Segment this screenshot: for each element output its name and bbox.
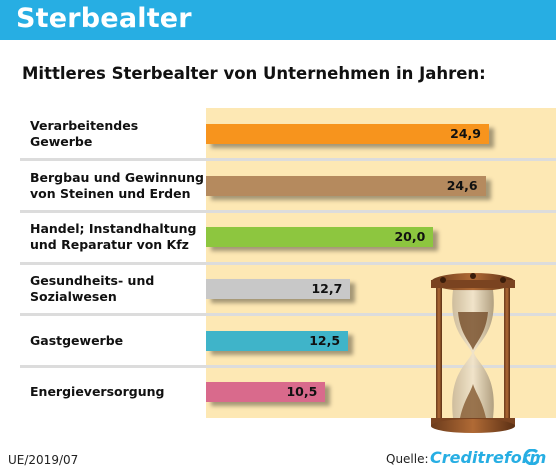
bar: 12,5	[206, 330, 349, 351]
category-label-line: Energieversorgung	[30, 384, 165, 400]
footer-code: UE/2019/07	[8, 453, 79, 467]
category-label: Gesundheits- und Sozialwesen	[30, 273, 206, 305]
bar: 24,6	[206, 175, 486, 196]
row-separator	[20, 209, 556, 213]
brand-logo-icon	[524, 449, 539, 465]
category-label-line: Verarbeitendes	[30, 117, 139, 133]
bar-value-label: 20,0	[394, 229, 426, 245]
chart-title: Mittleres Sterbealter von Unternehmen in…	[22, 64, 486, 83]
row-separator	[20, 158, 556, 162]
brand-name: Creditreform	[430, 448, 547, 467]
category-label: Bergbau und Gewinnung von Steinen und Erd…	[30, 170, 206, 202]
category-label: Energieversorgung	[30, 384, 206, 400]
row-separator	[20, 364, 556, 368]
bar: 20,0	[206, 227, 434, 248]
category-label-line: von Steinen und Erden	[30, 185, 191, 201]
bar: 24,9	[206, 123, 489, 144]
hourglass-icon	[431, 273, 515, 433]
category-label-line: Handel; Instandhaltung	[30, 221, 197, 237]
category-label-line: Sozialwesen	[30, 288, 117, 304]
bar-value-label: 12,5	[309, 332, 341, 348]
bar-value-label: 12,7	[311, 280, 343, 296]
category-label-line: Gewerbe	[30, 133, 93, 149]
bar: 10,5	[206, 382, 326, 403]
header-bar: Sterbealter	[0, 0, 556, 40]
category-label-line: und Reparatur von Kfz	[30, 237, 189, 253]
category-label: Handel; Instandhaltung und Reparatur von …	[30, 221, 206, 253]
category-label-line: Gesundheits- und	[30, 272, 155, 288]
bar-value-label: 10,5	[286, 384, 318, 400]
page-title: Sterbealter	[16, 3, 192, 34]
bar-value-label: 24,9	[450, 125, 481, 141]
category-label: Verarbeitendes Gewerbe	[30, 118, 206, 150]
bar-value-label: 24,6	[446, 177, 478, 193]
row-separator	[20, 261, 556, 265]
row-separator	[20, 313, 556, 317]
bar: 12,7	[206, 278, 351, 299]
category-label-line: Bergbau und Gewinnung	[30, 169, 204, 185]
category-label: Gastgewerbe	[30, 333, 206, 349]
source-label: Quelle:	[386, 452, 429, 466]
category-label-line: Gastgewerbe	[30, 332, 124, 348]
chart-panel: Verarbeitendes Gewerbe 24,9 Bergbau und Gew…	[20, 108, 556, 418]
